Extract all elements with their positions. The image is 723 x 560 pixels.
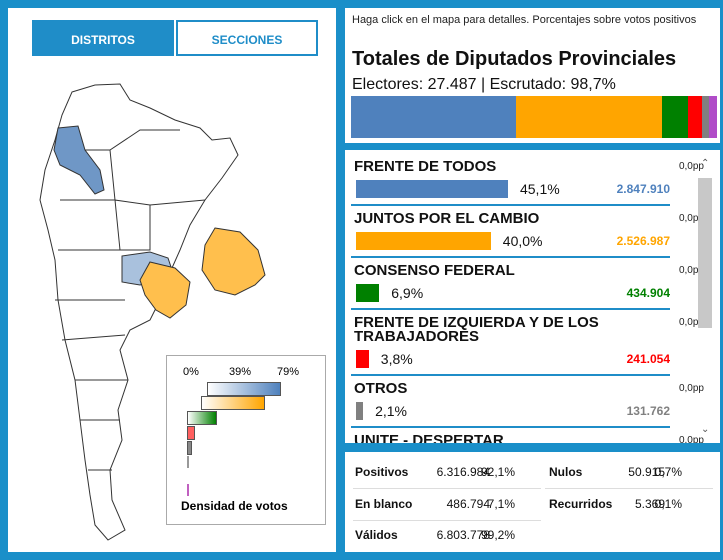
map (39, 83, 266, 541)
legend-box: 0% 39% 79% Densidad de votos (166, 355, 326, 525)
tab-secciones[interactable]: SECCIONES (176, 20, 318, 56)
tab-distritos[interactable]: DISTRITOS (32, 20, 174, 56)
legend-tick: 0% (183, 366, 199, 378)
party-votes: 2.526.987 (616, 234, 670, 248)
legend-ramp (187, 456, 189, 468)
stat-divider (353, 520, 541, 521)
legend-ramp (187, 441, 192, 455)
stack-segment (516, 96, 663, 138)
party-bar (356, 402, 364, 420)
summary-panel: Haga click en el mapa para detalles. Por… (345, 8, 720, 143)
note: Haga click en el mapa para detalles. Por… (352, 14, 697, 26)
party-row: OTROS 0,0pp 2,1% 131.762 (351, 376, 704, 428)
province-buenosaires (201, 227, 266, 296)
stat-pct: 0,1% (654, 497, 682, 511)
party-name: CONSENSO FEDERAL (354, 262, 515, 279)
stat-divider (353, 488, 541, 489)
party-name: FRENTE DE TODOS (354, 158, 497, 175)
stat-votes: 5.369 (634, 497, 665, 511)
stat-divider (545, 488, 713, 489)
party-change: 0,0pp (678, 265, 704, 276)
scroll-up[interactable]: ⌃ (701, 158, 710, 169)
party-row: FRENTE DE IZQUIERDA Y DE LOS TRABAJADORE… (351, 310, 704, 376)
party-votes: 2.847.910 (616, 182, 670, 196)
stat-label: Válidos (355, 528, 398, 542)
scroll-down[interactable]: ⌄ (701, 424, 710, 435)
stat-pct: 0,7% (654, 465, 682, 479)
party-change: 0,0pp (678, 317, 704, 328)
party-line: 40,0% 2.526.987 (354, 230, 670, 252)
stat-label: Recurridos (549, 497, 613, 511)
party-line: 45,1% 2.847.910 (354, 178, 670, 200)
legend-ramp (207, 382, 281, 396)
party-pct: 3,8% (380, 351, 413, 367)
stack-segment (662, 96, 688, 138)
party-votes: 241.054 (626, 352, 670, 366)
party-change: 0,0pp (678, 161, 704, 172)
scrollbar[interactable]: ⌃ ⌄ (697, 158, 713, 438)
legend-ramp (201, 396, 265, 410)
stat-pct: 7,1% (487, 497, 515, 511)
legend-ramp (187, 411, 217, 425)
stack-segment (687, 96, 702, 138)
legend-title: Densidad de votos (181, 499, 288, 513)
stat-votes: 6.316.984 (436, 465, 490, 479)
stack-segment (351, 96, 517, 138)
stat-votes: 6.803.778 (436, 528, 490, 542)
party-votes: 434.904 (626, 286, 670, 300)
stat-label: Nulos (549, 465, 583, 479)
party-pct: 40,0% (502, 233, 543, 249)
party-list: FRENTE DE TODOS 0,0pp 45,1% 2.847.910 JUNTOS… (351, 154, 706, 443)
party-row: CONSENSO FEDERAL 0,0pp 6,9% 434.904 (351, 258, 704, 310)
party-change: 0,0pp (678, 383, 704, 394)
party-pct: 6,9% (391, 285, 424, 301)
stat-label: Positivos (355, 465, 409, 479)
party-bar (356, 232, 491, 250)
province-salta (53, 125, 105, 195)
party-name: UNITE - DESPERTAR (354, 432, 504, 443)
scroll-thumb[interactable] (698, 178, 712, 328)
party-votes: 131.762 (626, 404, 670, 418)
party-change: 0,0pp (678, 435, 704, 443)
party-pct: 2,1% (375, 403, 407, 419)
list-panel: FRENTE DE TODOS 0,0pp 45,1% 2.847.910 JUNTOS… (345, 150, 720, 443)
party-row: UNITE - DESPERTAR 0,0pp (351, 428, 704, 443)
province-santafe (139, 261, 191, 319)
stack-segment (701, 96, 710, 138)
party-name: OTROS (354, 380, 408, 397)
party-bar (356, 350, 369, 368)
stat-label: En blanco (355, 497, 413, 511)
country-outline (39, 83, 239, 541)
legend-ramp (187, 426, 195, 440)
party-change: 0,0pp (678, 213, 704, 224)
legend-tick: 39% (229, 366, 252, 378)
party-row: JUNTOS POR EL CAMBIO 0,0pp 40,0% 2.526.987 (351, 206, 704, 258)
stat-votes: 50.915 (628, 465, 665, 479)
party-line: 6,9% 434.904 (354, 282, 670, 304)
stacked-bar (351, 96, 717, 138)
summary: Electores: 27.487 | Escrutado: 98,7% (352, 76, 616, 93)
legend-ramp (187, 484, 189, 496)
title: Totales de Diputados Provinciales (352, 48, 677, 70)
stat-pct: 92,1% (480, 465, 515, 479)
province-lines (55, 129, 206, 471)
stat-votes: 486.794 (446, 497, 490, 511)
party-bar (356, 284, 380, 302)
party-bar (356, 180, 508, 198)
party-row: FRENTE DE TODOS 0,0pp 45,1% 2.847.910 (351, 154, 704, 206)
stat-pct: 99,2% (480, 528, 515, 542)
party-line: 2,1% 131.762 (354, 400, 670, 422)
party-line: 3,8% 241.054 (354, 348, 670, 370)
party-name: FRENTE DE IZQUIERDA Y DE LOS TRABAJADORE… (354, 314, 599, 345)
legend-tick: 79% (277, 366, 300, 378)
stats-panel: Positivos 6.316.984 92,1% En blanco 486.794 7… (345, 452, 720, 552)
party-pct: 45,1% (519, 181, 560, 197)
party-name: JUNTOS POR EL CAMBIO (354, 210, 540, 227)
